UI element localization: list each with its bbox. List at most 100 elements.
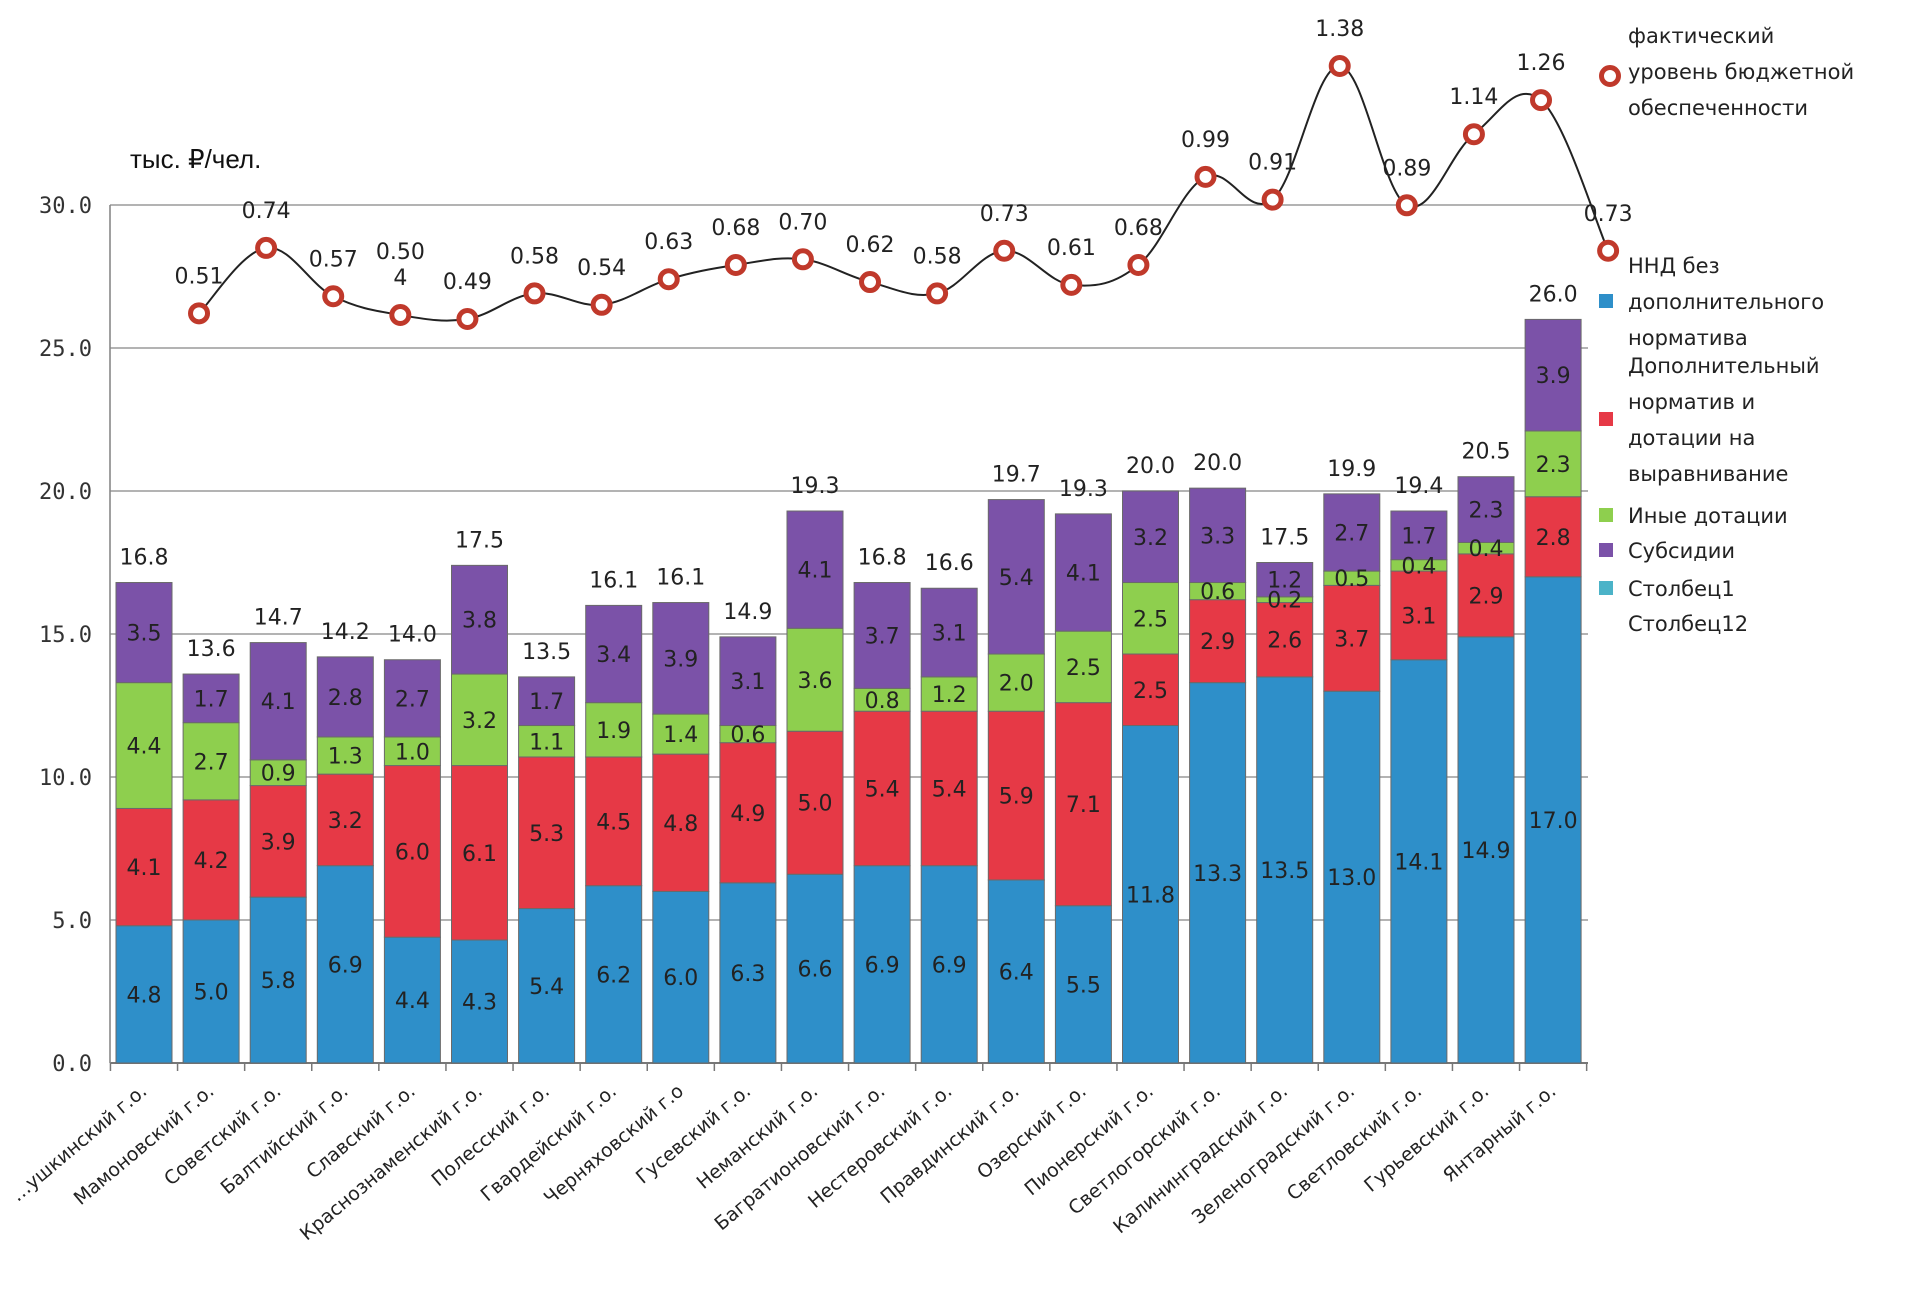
bar-segment-label: 1.2: [932, 683, 967, 708]
line-series-path: [198, 64, 1610, 322]
bar-segment-label: 4.9: [730, 802, 765, 827]
bar-segment-label: 4.1: [261, 690, 296, 715]
bar-segment-label: 4.1: [798, 559, 833, 584]
bar-segment-label: 6.9: [865, 953, 900, 978]
line-point-label: 0.61: [1047, 236, 1096, 261]
bar-segment-label: 5.4: [529, 975, 564, 1000]
bar-segment: [652, 890, 710, 1064]
bar-segment: [786, 873, 844, 1064]
bar-total-label: 16.1: [656, 566, 705, 591]
bar-segment: [920, 865, 978, 1064]
line-point: [1462, 123, 1485, 146]
bar-segment: [853, 865, 911, 1064]
line-point: [657, 268, 680, 291]
bar-segment-label: 5.3: [529, 822, 564, 847]
bar-total-label: 19.4: [1394, 474, 1443, 499]
line-point-label: 0.68: [1114, 216, 1163, 241]
line-point: [1194, 165, 1217, 188]
bar-segment: [652, 713, 710, 755]
line-point: [523, 282, 546, 305]
bar-segment-label: 6.0: [663, 966, 698, 991]
line-point-label: 1.26: [1517, 51, 1566, 76]
bar-segment-label: 0.4: [1401, 554, 1436, 579]
line-point: [1395, 194, 1418, 217]
bar-segment: [182, 919, 240, 1064]
bar-segment: [1256, 602, 1314, 678]
bar-segment-label: 7.1: [1066, 793, 1101, 818]
bar-segment: [1256, 676, 1314, 1064]
line-point: [456, 308, 479, 330]
bar-total-label: 14.0: [388, 623, 437, 648]
x-category-label: Полесский г.о.: [427, 1080, 553, 1191]
bar-segment-label: 3.4: [596, 643, 631, 668]
bar-segment: [1390, 510, 1448, 561]
bar-total-label: 19.7: [992, 463, 1041, 488]
bar-segment: [1122, 490, 1179, 584]
line-point: [1597, 239, 1620, 262]
line-point-label: 0.99: [1181, 128, 1230, 153]
x-category-label: Янтарный г.о.: [1439, 1080, 1560, 1187]
bar-segment-label: 14.1: [1394, 850, 1443, 875]
line-point: [1060, 273, 1083, 296]
bar-segment-label: 4.4: [395, 989, 430, 1014]
bar-segment: [1390, 659, 1448, 1064]
bar-segment: [920, 587, 978, 678]
bar-segment-label: 0.8: [865, 689, 900, 714]
bar-segment-label: 6.0: [395, 840, 430, 865]
bar-segment-label: 1.9: [596, 719, 631, 744]
bar-segment-label: 2.9: [1469, 584, 1504, 609]
y-tick-label: 30.0: [39, 194, 92, 219]
legend-marker: [1599, 543, 1613, 557]
line-layer: 0.51 0.74 0.57 0.50 4 0.49 0.58 0.54 0.63 0.68 0.7…: [175, 17, 1633, 330]
line-point: [1127, 253, 1150, 276]
legend-item: фактический уровень бюджетной обеспеченнос…: [1599, 24, 1854, 120]
bar-segment-label: 2.5: [1133, 679, 1168, 704]
bar-segment: [987, 710, 1045, 881]
line-point: [188, 302, 211, 325]
bar-segment: [316, 865, 374, 1064]
legend-label: фактический уровень бюджетной обеспеченнос…: [1628, 24, 1854, 120]
bar-segment: [383, 936, 441, 1064]
bar-total-label: 20.0: [1126, 454, 1175, 479]
bar-segment: [719, 636, 777, 727]
bar-segment-label: 0.6: [730, 723, 765, 748]
bar-total-label: 20.5: [1462, 440, 1511, 465]
bar-segment: [383, 765, 441, 938]
bar-segment-label: 2.5: [1066, 656, 1101, 681]
bar-total-label: 17.5: [1260, 526, 1309, 551]
line-point: [926, 282, 949, 305]
legend-label: Дополнительный норматив и дотации на выравн…: [1628, 354, 1820, 486]
line-point-label: 1.38: [1315, 17, 1364, 42]
legend-label: ННД без дополнительного норматива: [1628, 254, 1824, 350]
bar-segment-label: 4.1: [1066, 562, 1101, 587]
legend-marker: [1599, 581, 1613, 595]
bar-segment: [316, 736, 374, 775]
bar-segment-label: 3.1: [932, 622, 967, 647]
bar-segment-label: 2.3: [1469, 499, 1504, 524]
bar-segment-label: 2.0: [999, 672, 1034, 697]
bar-segment-label: 3.2: [462, 709, 497, 734]
bar-segment: [1189, 599, 1247, 684]
line-point-label: 0.68: [711, 216, 760, 241]
bar-segment-label: 4.2: [194, 849, 229, 874]
bar-segment: [585, 885, 643, 1064]
x-category-label: Гусевский г.о.: [632, 1080, 755, 1188]
bar-segment: [987, 499, 1045, 655]
legend-label: Столбец1: [1628, 577, 1735, 601]
x-category-label: Советский г.о.: [160, 1080, 285, 1190]
bar-segment: [249, 642, 307, 761]
bar-segment: [920, 710, 978, 867]
legend-item: Иные дотации: [1599, 504, 1788, 528]
bar-segment-label: 6.1: [462, 842, 497, 867]
bar-segment-label: 3.7: [1334, 627, 1369, 652]
legend-item: Столбец1: [1599, 577, 1735, 601]
bar-segment: [451, 673, 508, 767]
line-point-label: 0.63: [644, 230, 693, 255]
bar-segment-label: 0.5: [1334, 567, 1369, 592]
line-point-label: 0.91: [1248, 151, 1297, 176]
line-point-label: 0.58: [510, 244, 559, 269]
line-point-label: 0.49: [443, 270, 492, 295]
bars-layer: [115, 318, 1582, 1064]
bar-segment-label: 2.8: [328, 686, 363, 711]
bar-segment-label: 6.2: [596, 963, 631, 988]
